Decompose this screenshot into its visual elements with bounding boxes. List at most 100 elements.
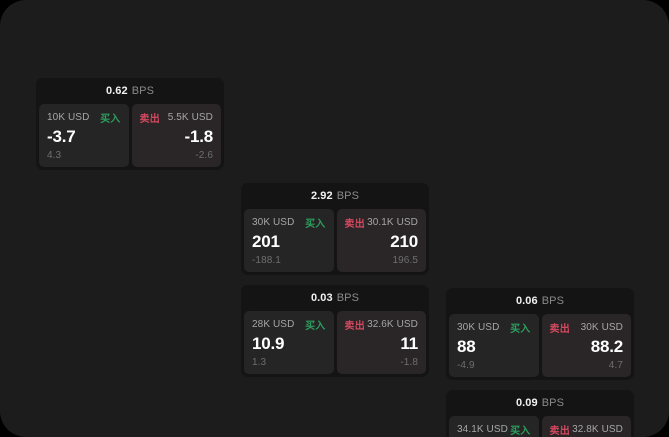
buy-size-label: 34.1K USD [457, 424, 508, 435]
bps-unit-label: BPS [541, 397, 565, 409]
card-header: 0.03 BPS [241, 285, 429, 311]
buy-delta: 4.3 [47, 149, 62, 161]
buy-size-label: 10K USD [47, 112, 90, 123]
bps-value: 0.62 [105, 85, 128, 97]
spread-card[interactable]: 0.03 BPS 28K USD 买入 10.9 1.3 卖出 32.6K USD 11 -1.8 [241, 285, 429, 377]
bps-unit-label: BPS [336, 190, 360, 202]
buy-side-tag: 买入 [510, 324, 531, 335]
sell-price: 210 [390, 232, 418, 251]
card-header: 0.09 BPS [446, 390, 634, 416]
delta-row: -188.1 [252, 254, 326, 266]
sell-price: -1.8 [184, 127, 214, 146]
spread-card[interactable]: 0.62 BPS 10K USD 买入 -3.7 4.3 卖出 5.5K USD -1.8 -2.… [36, 78, 224, 170]
card-body: 10K USD 买入 -3.7 4.3 卖出 5.5K USD -1.8 -2.6 [36, 104, 224, 170]
sell-panel[interactable]: 卖出 5.5K USD -1.8 -2.6 [131, 104, 221, 167]
sell-price: 11 [400, 334, 418, 353]
bps-value: 2.92 [310, 190, 333, 202]
buy-price: -3.7 [47, 127, 76, 146]
buy-price: 88 [457, 337, 476, 356]
card-header: 0.06 BPS [446, 288, 634, 314]
card-column-3: 0.06 BPS 30K USD 买入 88 -4.9 卖出 30K USD 88.2 4.7 0.… [446, 78, 634, 437]
sell-panel[interactable]: 卖出 30K USD 88.2 4.7 [541, 314, 631, 377]
sell-side-tag: 卖出 [139, 114, 160, 125]
panel-header: 28K USD 买入 [252, 318, 326, 332]
delta-row: 196.5 [345, 254, 419, 266]
card-body: 30K USD 买入 201 -188.1 卖出 30.1K USD 210 196.5 [241, 209, 429, 275]
panel-header: 卖出 30K USD [549, 321, 624, 335]
panel-header: 30K USD 买入 [457, 321, 531, 335]
buy-panel[interactable]: 28K USD 买入 10.9 1.3 [244, 311, 334, 374]
panel-header: 卖出 5.5K USD [139, 111, 214, 125]
buy-size-label: 30K USD [252, 217, 295, 228]
delta-row: 4.7 [550, 359, 624, 371]
buy-side-tag: 买入 [100, 114, 121, 125]
delta-row: 1.3 [252, 356, 326, 368]
bps-unit-label: BPS [131, 85, 155, 97]
buy-size-label: 30K USD [457, 322, 500, 333]
sell-panel[interactable]: 卖出 30.1K USD 210 196.5 [336, 209, 426, 272]
price-row: -1.8 [140, 127, 214, 147]
delta-row: -2.6 [140, 149, 214, 161]
buy-side-tag: 买入 [510, 426, 531, 437]
card-column-1: 0.62 BPS 10K USD 买入 -3.7 4.3 卖出 5.5K USD -1.8 -2.… [36, 78, 224, 170]
spread-card-board: 0.62 BPS 10K USD 买入 -3.7 4.3 卖出 5.5K USD -1.8 -2.… [36, 78, 636, 437]
delta-row: 4.3 [47, 149, 121, 161]
delta-row: -1.8 [345, 356, 419, 368]
sell-side-tag: 卖出 [549, 426, 570, 437]
bps-unit-label: BPS [336, 292, 360, 304]
price-row: -3.7 [47, 127, 121, 147]
sell-price: 88.2 [590, 337, 623, 356]
price-row: 88.2 [550, 337, 623, 357]
buy-size-label: 28K USD [252, 319, 295, 330]
card-body: 30K USD 买入 88 -4.9 卖出 30K USD 88.2 4.7 [446, 314, 634, 380]
price-row: 10.9 [252, 334, 326, 354]
sell-side-tag: 卖出 [344, 321, 365, 332]
sell-delta: 196.5 [392, 254, 418, 266]
sell-side-tag: 卖出 [549, 324, 570, 335]
sell-size-label: 5.5K USD [167, 112, 213, 123]
buy-panel[interactable]: 34.1K USD买入85.5-3.1 [449, 416, 539, 437]
panel-header: 卖出 32.8K USD [549, 423, 624, 437]
buy-delta: -4.9 [457, 359, 475, 371]
sell-delta: -2.6 [195, 149, 213, 161]
buy-price: 201 [252, 232, 280, 251]
buy-side-tag: 买入 [305, 219, 326, 230]
sell-size-label: 30.1K USD [367, 217, 418, 228]
sell-side-tag: 卖出 [344, 219, 365, 230]
spread-card[interactable]: 2.92 BPS 30K USD 买入 201 -188.1 卖出 30.1K USD 210 1… [241, 183, 429, 275]
sell-delta: -1.8 [400, 356, 418, 368]
card-body: 28K USD 买入 10.9 1.3 卖出 32.6K USD 11 -1.8 [241, 311, 429, 377]
price-row: 201 [252, 232, 326, 252]
price-row: 210 [345, 232, 418, 252]
delta-row: -4.9 [457, 359, 531, 371]
sell-size-label: 30K USD [580, 322, 623, 333]
panel-header: 34.1K USD 买入 [457, 423, 531, 437]
card-header: 0.62 BPS [36, 78, 224, 104]
price-row: 88 [457, 337, 531, 357]
panel-header: 10K USD 买入 [47, 111, 121, 125]
sell-delta: 4.7 [608, 359, 623, 371]
buy-panel[interactable]: 10K USD 买入 -3.7 4.3 [39, 104, 129, 167]
card-body: 34.1K USD买入85.5-3.1卖出32.8K USD85.83.0 [446, 416, 634, 437]
buy-price: 10.9 [252, 334, 285, 353]
sell-panel[interactable]: 卖出 32.6K USD 11 -1.8 [336, 311, 426, 374]
buy-delta: -188.1 [252, 254, 281, 266]
buy-panel[interactable]: 30K USD 买入 201 -188.1 [244, 209, 334, 272]
buy-delta: 1.3 [252, 356, 267, 368]
card-header: 2.92 BPS [241, 183, 429, 209]
bps-value: 0.06 [515, 295, 538, 307]
panel-header: 30K USD 买入 [252, 216, 326, 230]
buy-panel[interactable]: 30K USD 买入 88 -4.9 [449, 314, 539, 377]
price-row: 11 [345, 334, 418, 354]
panel-header: 卖出 32.6K USD [344, 318, 419, 332]
sell-size-label: 32.6K USD [367, 319, 418, 330]
bps-value: 0.09 [515, 397, 538, 409]
bps-unit-label: BPS [541, 295, 565, 307]
card-column-2: 2.92 BPS 30K USD 买入 201 -188.1 卖出 30.1K USD 210 1… [241, 78, 429, 377]
bps-value: 0.03 [310, 292, 333, 304]
sell-size-label: 32.8K USD [572, 424, 623, 435]
spread-card[interactable]: 0.06 BPS 30K USD 买入 88 -4.9 卖出 30K USD 88.2 4.7 [446, 288, 634, 380]
